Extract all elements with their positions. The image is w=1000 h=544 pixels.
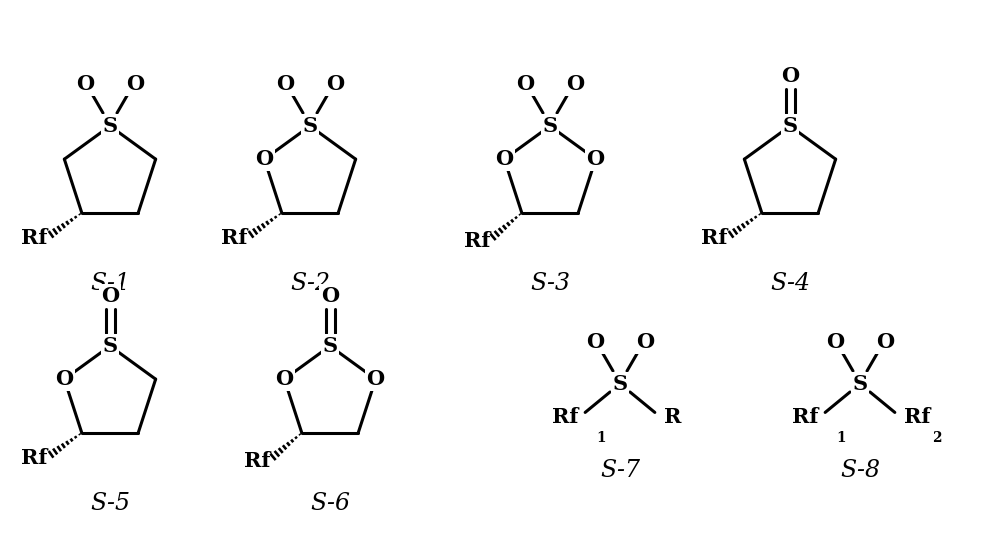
Text: O: O	[876, 332, 894, 352]
Text: O: O	[55, 369, 73, 389]
Text: O: O	[76, 74, 94, 94]
Text: S: S	[852, 374, 868, 394]
Text: O: O	[566, 74, 584, 94]
Text: S-4: S-4	[770, 272, 810, 295]
Text: Rf: Rf	[701, 228, 728, 248]
Text: S: S	[612, 374, 628, 394]
Text: O: O	[495, 149, 513, 169]
Text: 1: 1	[836, 431, 846, 446]
Text: S: S	[102, 336, 118, 356]
Text: O: O	[126, 74, 144, 94]
Text: S-7: S-7	[600, 459, 640, 482]
Text: S: S	[102, 116, 118, 136]
Text: R: R	[664, 407, 681, 428]
Text: O: O	[275, 369, 293, 389]
Text: O: O	[276, 74, 294, 94]
Text: S-8: S-8	[840, 459, 880, 482]
Text: O: O	[636, 332, 654, 352]
Text: O: O	[826, 332, 844, 352]
Text: O: O	[326, 74, 344, 94]
Text: 1: 1	[596, 431, 606, 446]
Text: O: O	[587, 149, 605, 169]
Text: S-1: S-1	[90, 272, 130, 295]
Text: S: S	[782, 116, 798, 136]
Text: S-3: S-3	[530, 272, 570, 295]
Text: Rf: Rf	[904, 407, 930, 428]
Text: O: O	[321, 286, 339, 306]
Text: O: O	[367, 369, 385, 389]
Text: Rf: Rf	[21, 448, 48, 468]
Text: S: S	[302, 116, 318, 136]
Text: O: O	[255, 149, 273, 169]
Text: Rf: Rf	[21, 228, 48, 248]
Text: S-5: S-5	[90, 492, 130, 515]
Text: Rf: Rf	[464, 231, 490, 251]
Text: O: O	[516, 74, 534, 94]
Text: 2: 2	[932, 431, 941, 446]
Text: S-2: S-2	[290, 272, 330, 295]
Text: Rf: Rf	[244, 451, 270, 471]
Text: O: O	[781, 66, 799, 86]
Text: Rf: Rf	[792, 407, 818, 428]
Text: S: S	[322, 336, 338, 356]
Text: O: O	[101, 286, 119, 306]
Text: Rf: Rf	[221, 228, 248, 248]
Text: Rf: Rf	[552, 407, 578, 428]
Text: S-6: S-6	[310, 492, 350, 515]
Text: O: O	[586, 332, 604, 352]
Text: S: S	[542, 116, 558, 136]
